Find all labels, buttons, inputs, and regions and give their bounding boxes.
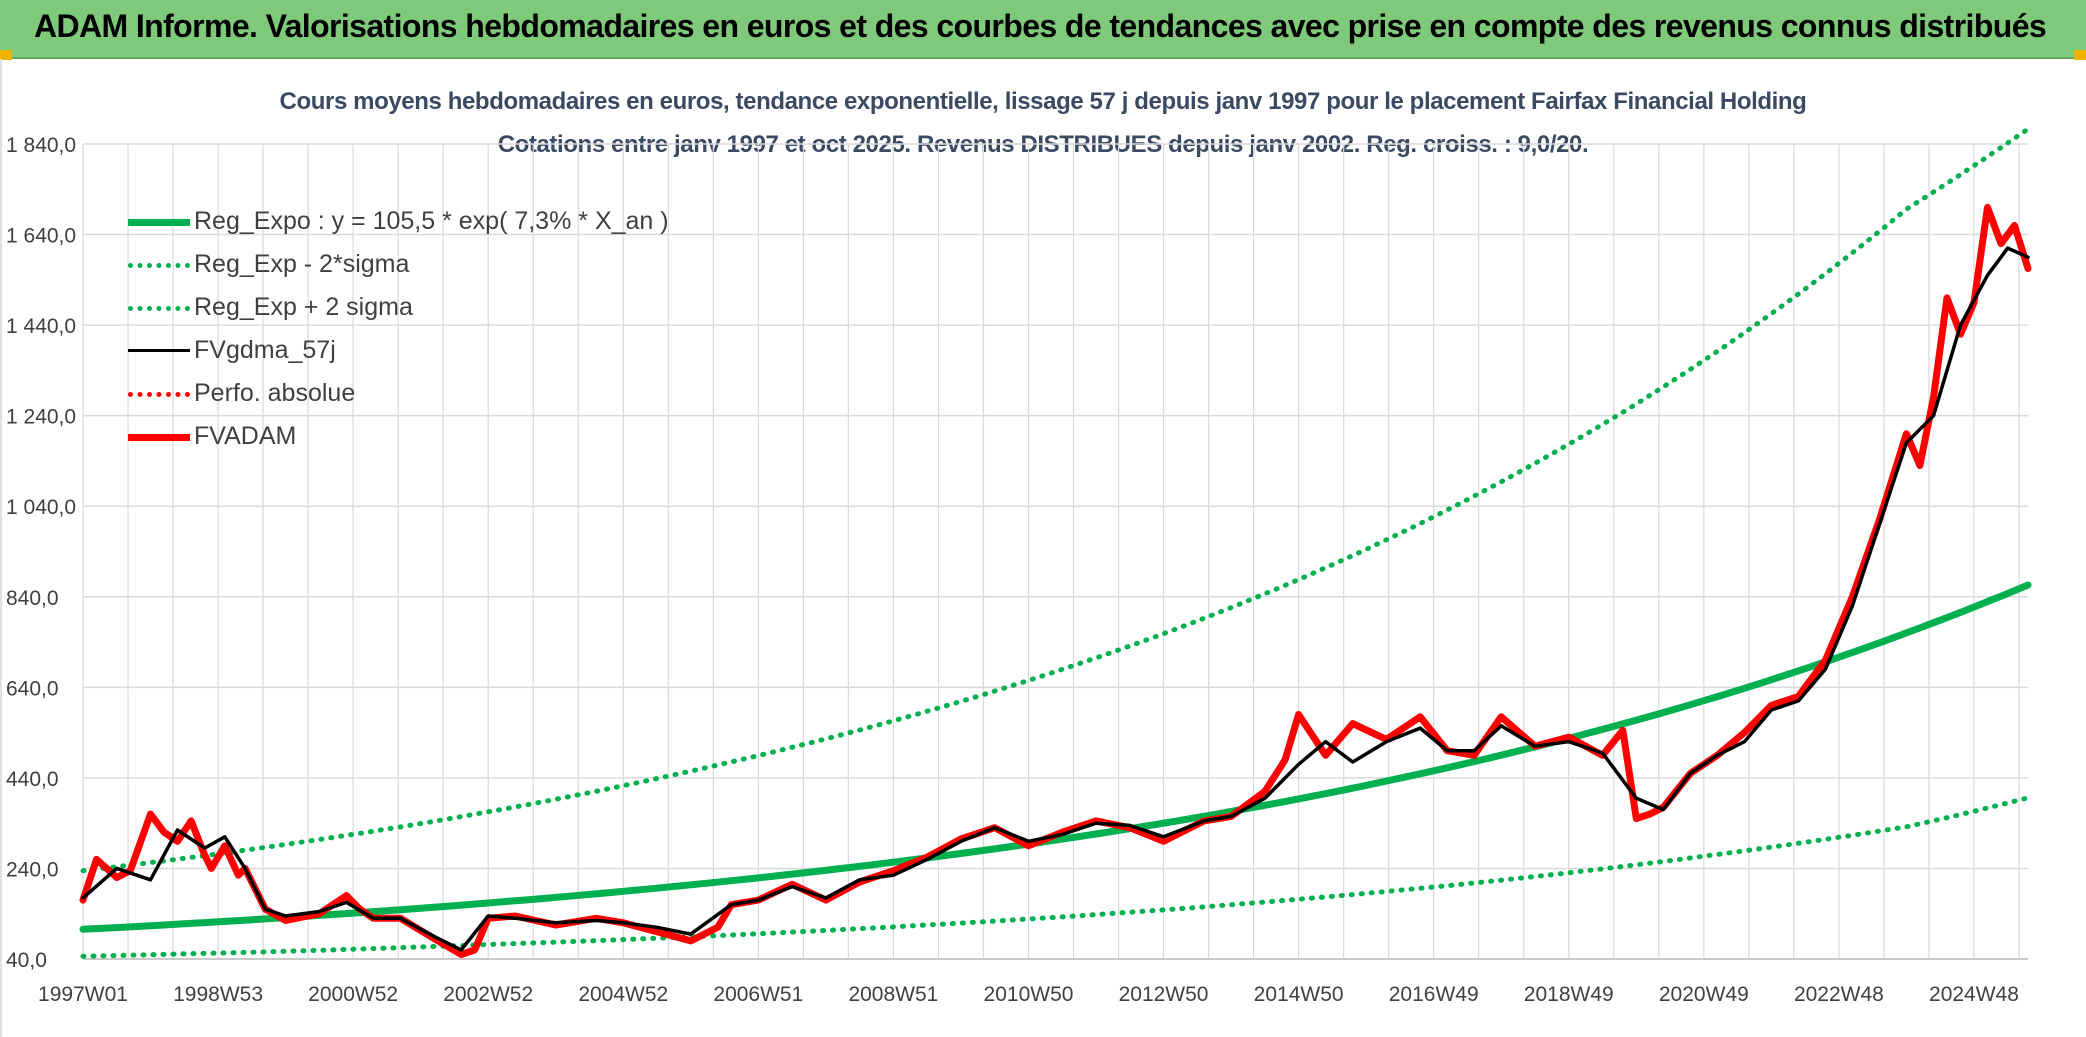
x-tick-label: 2018W49 [1524,983,1614,1006]
legend-label: Reg_Exp + 2 sigma [194,293,413,321]
legend-swatch [128,218,190,226]
y-tick-label: 440,0 [6,768,59,791]
x-tick-label: 2024W48 [1929,983,2019,1006]
series-line-1 [79,581,2032,933]
y-tick-label: 640,0 [6,677,59,700]
x-tick-label: 2004W52 [578,983,668,1006]
legend-label: Reg_Expo : y = 105,5 * exp( 7,3% * X_an … [194,207,669,235]
legend-label: FVADAM [194,422,297,450]
y-tick-label: 1 440,0 [6,315,76,338]
legend-swatch [128,391,190,397]
x-tick-label: 2020W49 [1659,983,1749,1006]
banner: ADAM Informe. Valorisations hebdomadaire… [0,0,2086,59]
x-tick-label: 2008W51 [848,983,938,1006]
y-tick-label: 1 040,0 [6,496,76,519]
x-tick-label: 2016W49 [1389,983,1479,1006]
y-tick-label: 840,0 [6,587,59,610]
legend-label: FVgdma_57j [194,336,336,364]
x-tick-label: 2002W52 [443,983,533,1006]
y-tick-label: 1 840,0 [6,134,76,157]
x-tick-label: 2022W48 [1794,983,1884,1006]
series-line-3 [80,126,2031,874]
x-tick-label: 2010W50 [984,983,1074,1006]
legend-label: Perfo. absolue [194,379,356,407]
x-tick-label: 1998W53 [173,983,263,1006]
series-line-4 [81,246,2030,952]
y-tick-label: 40,0 [6,949,47,972]
x-tick-label: 2014W50 [1254,983,1344,1006]
legend-swatch [128,349,190,353]
legend-swatch [128,262,190,268]
x-tick-label: 1997W01 [38,983,128,1006]
corner-marker-left [0,50,12,60]
x-tick-label: 2012W50 [1119,983,1209,1006]
y-tick-label: 240,0 [6,858,59,881]
legend-label: Reg_Exp - 2*sigma [194,250,410,278]
chart-frame [0,59,2086,1037]
x-tick-label: 2006W51 [713,983,803,1006]
legend-swatch [128,305,190,311]
corner-marker-right [2074,50,2086,60]
y-tick-label: 1 240,0 [6,406,76,429]
x-tick-label: 2000W52 [308,983,398,1006]
y-tick-label: 1 640,0 [6,225,76,248]
legend-swatch [128,433,190,441]
series-line-2 [80,795,2031,959]
chart-title: Cours moyens hebdomadaires en euros, ten… [279,88,1807,115]
banner-title: ADAM Informe. Valorisations hebdomadaire… [34,8,2047,44]
